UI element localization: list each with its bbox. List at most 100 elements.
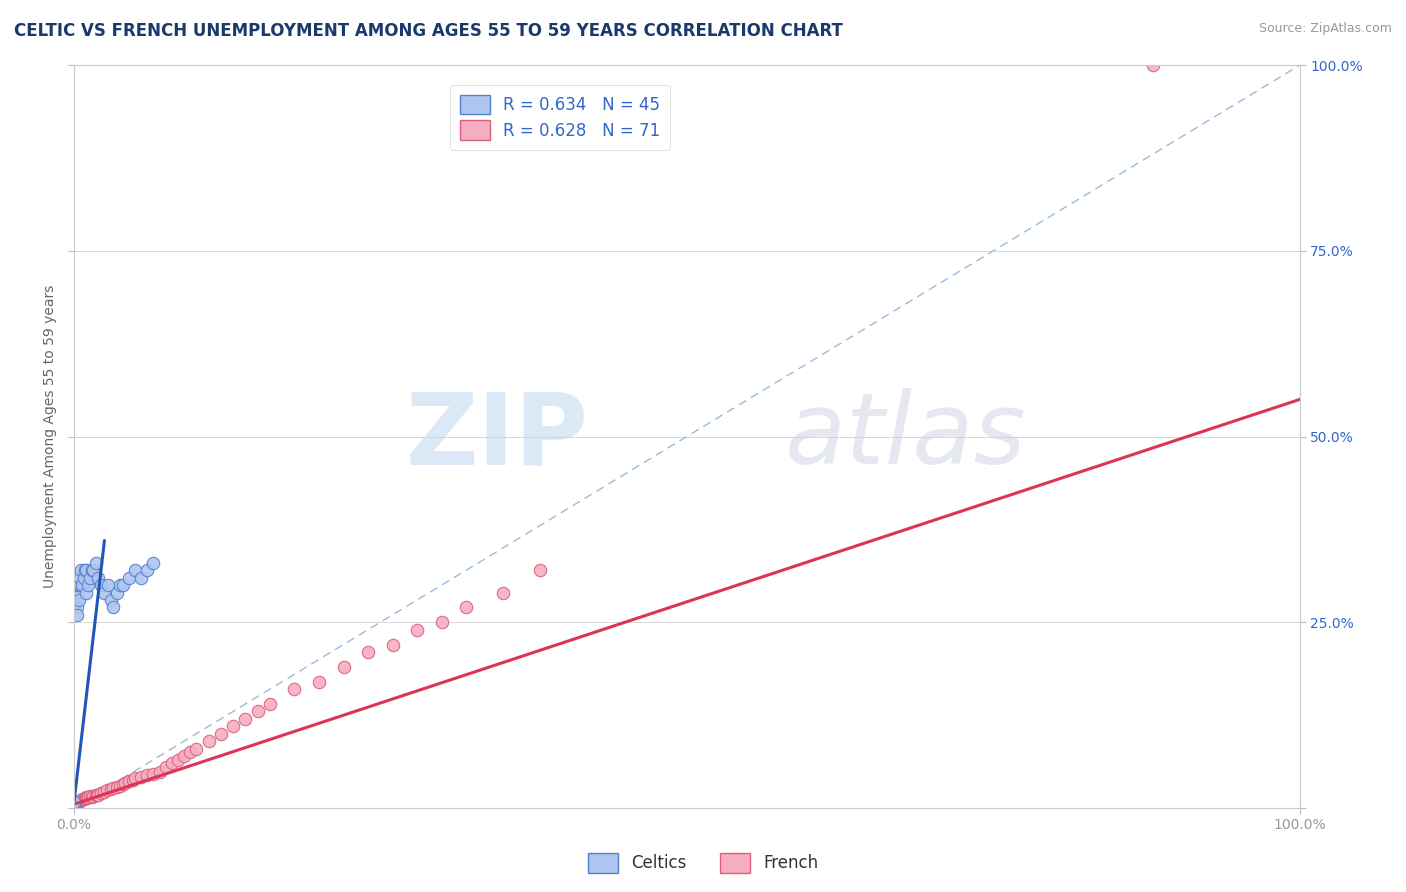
Point bbox=[66, 796, 89, 810]
Point bbox=[529, 563, 551, 577]
Point bbox=[332, 660, 354, 674]
Point bbox=[149, 765, 172, 780]
Point bbox=[62, 593, 84, 607]
Point bbox=[82, 789, 104, 803]
Point bbox=[381, 638, 404, 652]
Point bbox=[86, 788, 108, 802]
Point bbox=[118, 774, 141, 789]
Point bbox=[82, 789, 104, 804]
Point bbox=[110, 779, 132, 793]
Point bbox=[179, 745, 201, 759]
Point bbox=[492, 585, 515, 599]
Point bbox=[69, 578, 91, 592]
Point bbox=[136, 563, 159, 577]
Point bbox=[75, 585, 97, 599]
Point bbox=[65, 578, 87, 592]
Point bbox=[70, 793, 93, 807]
Point bbox=[235, 712, 257, 726]
Point bbox=[82, 563, 104, 577]
Point bbox=[93, 784, 115, 798]
Point bbox=[111, 578, 134, 592]
Point bbox=[63, 798, 86, 813]
Point bbox=[63, 797, 86, 812]
Point bbox=[66, 600, 89, 615]
Point bbox=[197, 734, 219, 748]
Point bbox=[101, 780, 124, 795]
Point bbox=[111, 777, 134, 791]
Point bbox=[209, 727, 232, 741]
Point bbox=[69, 793, 91, 807]
Text: ZIP: ZIP bbox=[406, 388, 589, 485]
Point bbox=[62, 801, 84, 815]
Point bbox=[72, 792, 94, 806]
Point bbox=[66, 607, 89, 622]
Point bbox=[129, 770, 152, 784]
Legend: R = 0.634   N = 45, R = 0.628   N = 71: R = 0.634 N = 45, R = 0.628 N = 71 bbox=[450, 85, 671, 150]
Point bbox=[82, 563, 104, 577]
Point bbox=[142, 556, 165, 570]
Point bbox=[124, 771, 146, 785]
Point bbox=[259, 697, 281, 711]
Point bbox=[67, 578, 90, 592]
Point bbox=[62, 801, 84, 815]
Point bbox=[62, 795, 84, 809]
Point bbox=[87, 788, 110, 802]
Point bbox=[129, 571, 152, 585]
Point bbox=[167, 753, 190, 767]
Point bbox=[121, 772, 143, 787]
Point bbox=[160, 756, 183, 771]
Point bbox=[186, 741, 208, 756]
Point bbox=[406, 623, 429, 637]
Point bbox=[105, 585, 128, 599]
Point bbox=[246, 705, 269, 719]
Point bbox=[84, 789, 107, 803]
Point bbox=[77, 578, 100, 592]
Point bbox=[62, 600, 84, 615]
Point bbox=[142, 767, 165, 781]
Point bbox=[62, 797, 84, 812]
Point bbox=[62, 801, 84, 815]
Point bbox=[62, 801, 84, 815]
Point bbox=[62, 801, 84, 815]
Point bbox=[430, 615, 453, 630]
Point bbox=[69, 571, 91, 585]
Point bbox=[62, 800, 84, 814]
Point bbox=[62, 801, 84, 815]
Point bbox=[67, 593, 90, 607]
Point bbox=[96, 783, 118, 797]
Point bbox=[72, 578, 94, 592]
Point bbox=[77, 789, 100, 804]
Point bbox=[62, 801, 84, 815]
Point bbox=[84, 556, 107, 570]
Point bbox=[63, 799, 86, 814]
Point bbox=[155, 760, 177, 774]
Point bbox=[62, 797, 84, 812]
Point bbox=[75, 790, 97, 805]
Point bbox=[73, 563, 96, 577]
Point bbox=[114, 775, 136, 789]
Point bbox=[79, 789, 101, 803]
Point bbox=[65, 585, 87, 599]
Point bbox=[97, 578, 120, 592]
Point bbox=[105, 780, 128, 794]
Point bbox=[62, 800, 84, 814]
Point bbox=[124, 563, 146, 577]
Text: Source: ZipAtlas.com: Source: ZipAtlas.com bbox=[1258, 22, 1392, 36]
Point bbox=[87, 571, 110, 585]
Point bbox=[73, 791, 96, 805]
Point bbox=[72, 792, 94, 806]
Point bbox=[65, 797, 87, 811]
Point bbox=[79, 571, 101, 585]
Point bbox=[308, 674, 330, 689]
Point bbox=[62, 801, 84, 815]
Point bbox=[62, 801, 84, 815]
Point bbox=[222, 719, 245, 733]
Point bbox=[72, 571, 94, 585]
Point bbox=[1142, 58, 1164, 72]
Point bbox=[101, 600, 124, 615]
Point bbox=[62, 796, 84, 810]
Point bbox=[76, 790, 98, 805]
Point bbox=[75, 789, 97, 804]
Point bbox=[90, 786, 112, 800]
Point bbox=[110, 578, 132, 592]
